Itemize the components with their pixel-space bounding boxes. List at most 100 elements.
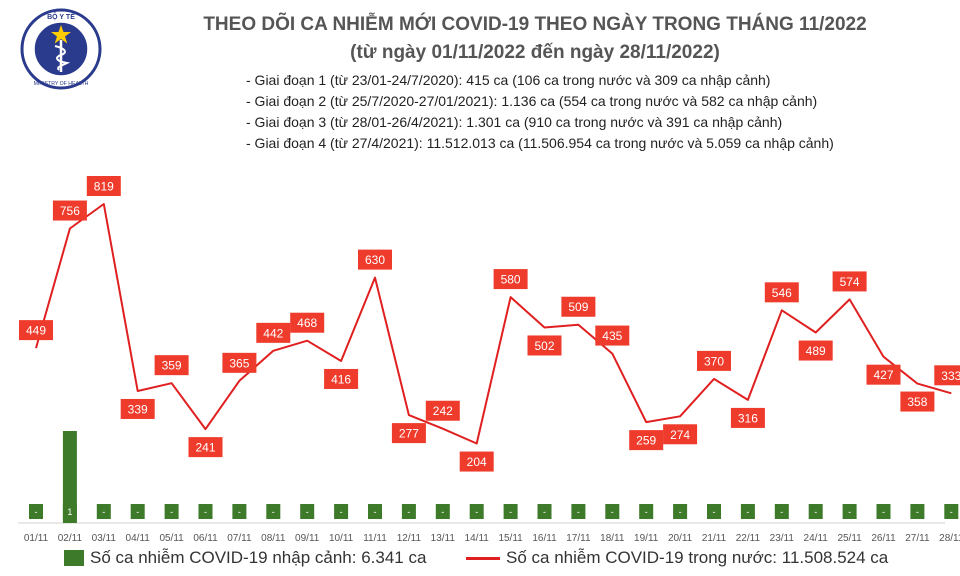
- domestic-value-label: 339: [128, 402, 148, 416]
- import-value-box: [774, 504, 789, 519]
- legend-domestic-label: Số ca nhiễm COVID-19 trong nước: 11.508.…: [506, 548, 889, 567]
- x-tick-label: 03/11: [92, 533, 117, 544]
- domestic-value-box: [798, 340, 833, 361]
- import-value-box: [605, 504, 620, 519]
- domestic-value-label: 242: [433, 404, 453, 418]
- import-value-label: -: [170, 507, 173, 517]
- domestic-value-label: 359: [162, 359, 182, 373]
- domestic-value-box: [358, 249, 392, 270]
- x-tick-label: 04/11: [126, 533, 151, 544]
- domestic-value-label: 509: [568, 300, 588, 314]
- domestic-value-box: [120, 398, 155, 419]
- import-value-box: [537, 504, 552, 519]
- domestic-value-label: 819: [94, 179, 114, 193]
- import-value-box: [503, 504, 518, 519]
- domestic-value-label: 435: [602, 329, 622, 343]
- import-value-label: -: [848, 507, 851, 517]
- x-tick-label: 08/11: [261, 533, 286, 544]
- domestic-value-label: 756: [60, 204, 80, 218]
- import-value-box: [368, 504, 382, 519]
- domestic-value-label: 574: [840, 275, 860, 289]
- domestic-value-box: [290, 312, 325, 333]
- import-value-box: [164, 504, 179, 519]
- import-value-label: -: [340, 507, 343, 517]
- domestic-value-label: 274: [670, 428, 690, 442]
- x-tick-label: 16/11: [532, 533, 557, 544]
- domestic-value-label: 358: [907, 395, 927, 409]
- import-value-label: -: [814, 507, 817, 517]
- import-value-label: -: [136, 507, 139, 517]
- x-tick-label: 07/11: [227, 533, 252, 544]
- import-value-box: [300, 504, 315, 519]
- import-value-label: -: [746, 507, 749, 517]
- domestic-value-box: [900, 391, 935, 412]
- domestic-value-box: [391, 423, 426, 444]
- domestic-value-box: [188, 437, 223, 458]
- import-value-box: [571, 504, 586, 519]
- period-item: - Giai đoạn 1 (từ 23/01-24/7/2020): 415 …: [246, 72, 771, 88]
- import-value-box: [673, 504, 688, 519]
- import-value-box: [707, 504, 721, 519]
- domestic-value-box: [19, 320, 53, 341]
- import-value-label: -: [577, 507, 580, 517]
- import-value-box: [130, 504, 145, 519]
- domestic-value-label: 546: [772, 286, 792, 300]
- legend-import-label: Số ca nhiễm COVID-19 nhập cảnh: 6.341 ca: [90, 548, 427, 567]
- import-value-label: 1: [67, 507, 72, 517]
- import-value-box: [469, 504, 484, 519]
- import-value-label: -: [611, 507, 614, 517]
- domestic-value-box: [527, 335, 562, 356]
- x-tick-label: 25/11: [837, 533, 862, 544]
- x-tick-label: 17/11: [566, 533, 591, 544]
- import-value-box: [96, 504, 111, 519]
- period-summary-list: - Giai đoạn 1 (từ 23/01-24/7/2020): 415 …: [246, 70, 834, 154]
- import-value-label: -: [204, 507, 207, 517]
- domestic-value-box: [866, 364, 901, 385]
- domestic-value-label: 630: [365, 253, 385, 267]
- import-bar: [62, 431, 77, 523]
- domestic-value-label: 365: [229, 356, 249, 370]
- import-value-box: [29, 504, 43, 519]
- import-value-box: [639, 504, 654, 519]
- import-value-box: [198, 504, 213, 519]
- x-tick-label: 24/11: [804, 533, 829, 544]
- domestic-value-box: [730, 407, 765, 428]
- x-tick-label: 02/11: [58, 533, 83, 544]
- import-value-box: [808, 504, 823, 519]
- period-item: - Giai đoạn 4 (từ 27/4/2021): 11.512.013…: [246, 135, 834, 151]
- domestic-value-box: [595, 325, 630, 346]
- period-item: - Giai đoạn 3 (từ 28/01-26/4/2021): 1.30…: [246, 114, 783, 130]
- x-tick-label: 28/11: [939, 533, 960, 544]
- domestic-value-label: 416: [331, 372, 351, 386]
- import-value-label: -: [35, 507, 38, 517]
- import-value-label: -: [238, 507, 241, 517]
- domestic-value-label: 427: [873, 368, 893, 382]
- chart-title: THEO DÕI CA NHIỄM MỚI COVID-19 THEO NGÀY…: [203, 14, 867, 35]
- x-tick-label: 26/11: [871, 533, 896, 544]
- x-tick-label: 10/11: [329, 533, 354, 544]
- domestic-value-label: 442: [263, 326, 283, 340]
- domestic-value-box: [324, 368, 359, 389]
- domestic-value-label: 489: [806, 344, 826, 358]
- x-tick-label: 06/11: [193, 533, 218, 544]
- x-tick-label: 15/11: [498, 533, 523, 544]
- x-tick-label: 23/11: [770, 533, 795, 544]
- import-value-label: -: [441, 507, 444, 517]
- x-tick-label: 09/11: [295, 533, 320, 544]
- domestic-value-label: 277: [399, 427, 419, 441]
- import-value-label: -: [780, 507, 783, 517]
- import-value-box: [740, 504, 755, 519]
- x-tick-label: 13/11: [431, 533, 456, 544]
- logo-text-top: BỘ Y TẾ: [47, 11, 75, 21]
- import-value-label: -: [916, 507, 919, 517]
- covid-daily-chart: - 1 - - - - - - - - - - - - - - - - - - - - - - - - - - 01/11 02/11 03…: [18, 175, 960, 544]
- x-tick-label: 21/11: [702, 533, 727, 544]
- x-tick-label: 01/11: [24, 533, 49, 544]
- legend-bar-swatch: [64, 550, 84, 566]
- import-value-label: -: [102, 507, 105, 517]
- domestic-value-box: [493, 269, 528, 290]
- logo-text-bottom: MINISTRY OF HEALTH: [34, 81, 89, 87]
- import-value-label: -: [713, 507, 716, 517]
- x-tick-label: 18/11: [600, 533, 625, 544]
- domestic-value-box: [52, 200, 87, 221]
